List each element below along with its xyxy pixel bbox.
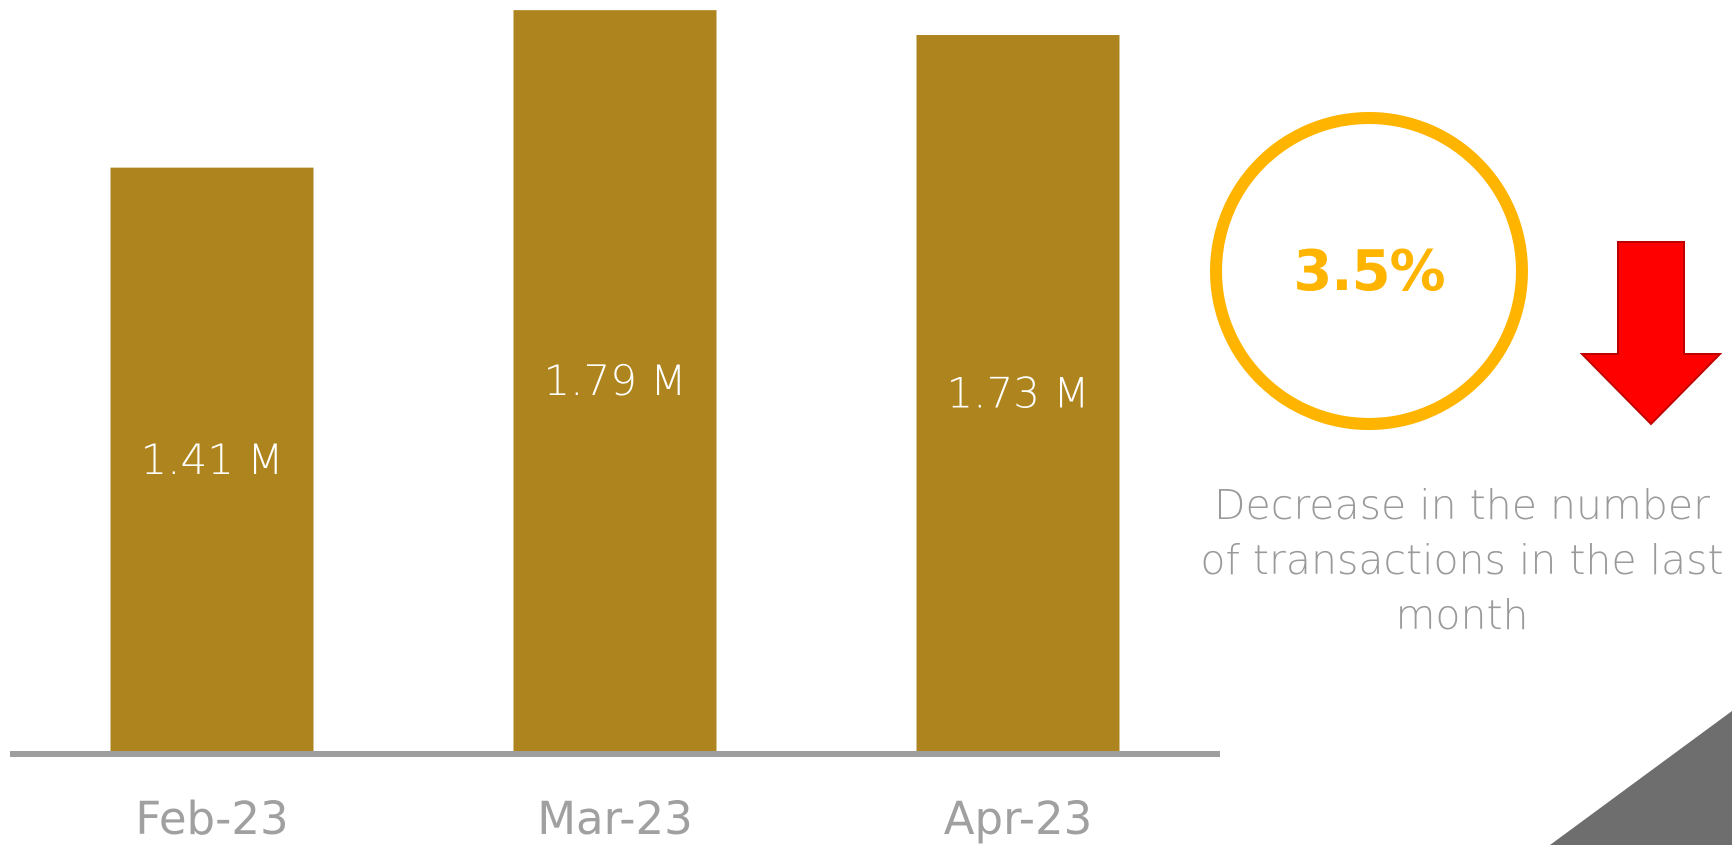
x-tick-label: Mar-23 bbox=[537, 792, 693, 845]
x-tick-label: Feb-23 bbox=[135, 792, 288, 845]
kpi-percentage: 3.5% bbox=[1293, 238, 1445, 304]
kpi-ring: 3.5% bbox=[1210, 112, 1528, 430]
bar-apr-23 bbox=[916, 35, 1120, 753]
down-arrow-icon bbox=[1580, 241, 1722, 426]
bar-value-label: 1.41 M bbox=[140, 435, 283, 484]
kpi-caption: Decrease in the number of transactions i… bbox=[1200, 481, 1724, 639]
bar-feb-23 bbox=[110, 167, 314, 753]
bar-mar-23 bbox=[513, 10, 717, 752]
corner-decoration bbox=[1550, 711, 1732, 845]
bar-value-label: 1.73 M bbox=[946, 369, 1089, 418]
x-tick-label: Apr-23 bbox=[944, 792, 1092, 845]
bar-value-label: 1.79 M bbox=[543, 356, 686, 405]
bar-chart: 1.41 M 1.79 M 1.73 M Feb-23 Mar-23 Apr-23 bbox=[10, 10, 1220, 845]
